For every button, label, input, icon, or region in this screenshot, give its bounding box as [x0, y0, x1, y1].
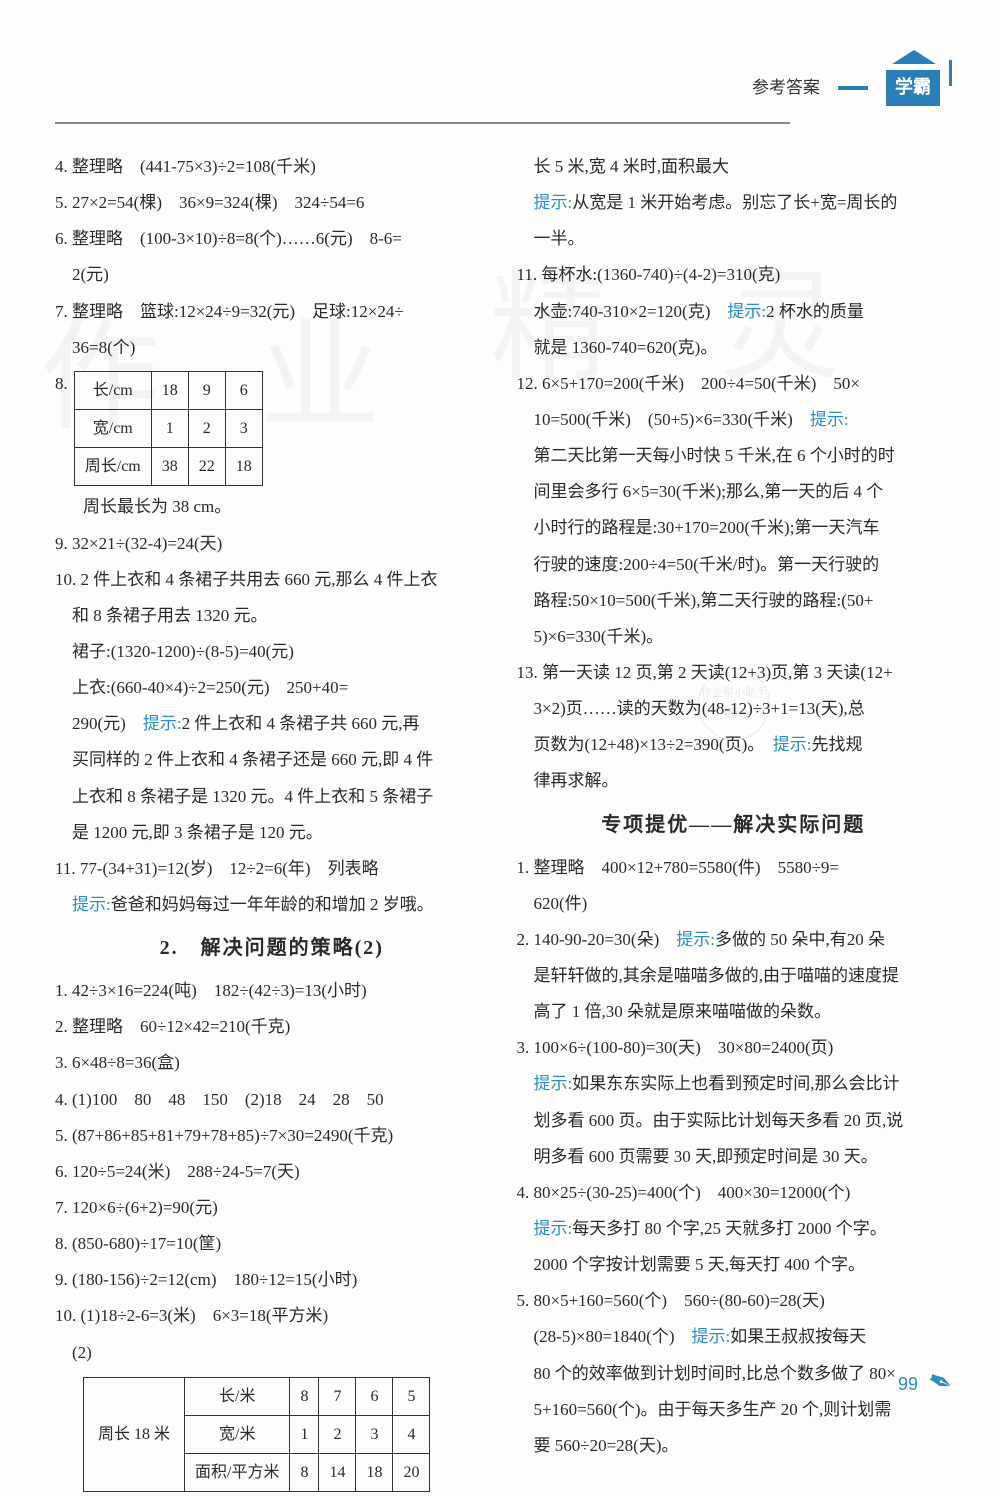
table-8: 长/cm 18 9 6 宽/cm 1 2 3 周长/cm 38 22 18	[74, 371, 263, 487]
answer-line: 提示:每天多打 80 个字,25 天就多打 2000 个字。	[517, 1212, 951, 1245]
answer-line: 要 560÷20=28(天)。	[517, 1429, 951, 1462]
tassel-icon	[949, 60, 952, 86]
section-title: 专项提优——解决实际问题	[517, 806, 951, 845]
table-row: 长/cm 18 9 6	[74, 371, 262, 409]
hint-label: 提示:	[534, 1074, 573, 1093]
answer-line: 是轩轩做的,其余是喵喵多做的,由于喵喵的速度提	[517, 959, 951, 992]
answer-line: 是 1200 元,即 3 条裙子是 120 元。	[55, 816, 489, 849]
hint-label: 提示:	[534, 1219, 573, 1238]
left-column: 4. 整理略 (441-75×3)÷2=108(千米) 5. 27×2=54(棵…	[55, 150, 489, 1496]
answer-line: 10. (1)18÷2-6=3(米) 6×3=18(平方米)	[55, 1299, 489, 1332]
answer-line: 7. 整理略 篮球:12×24÷9=32(元) 足球:12×24÷	[55, 295, 489, 328]
hint-label: 提示:	[72, 895, 111, 914]
answer-line: 5. (87+86+85+81+79+78+85)÷7×30=2490(千克)	[55, 1119, 489, 1152]
answer-line: 620(件)	[517, 887, 951, 920]
answer-line: 13. 第一天读 12 页,第 2 天读(12+3)页,第 3 天读(12+	[517, 656, 951, 689]
answer-line: 5+160=560(个)。由于每天多生产 20 个,则计划需	[517, 1393, 951, 1426]
answer-line: 买同样的 2 件上衣和 4 条裙子还是 660 元,即 4 件	[55, 743, 489, 776]
hint-label: 提示:	[691, 1327, 730, 1346]
answer-line: 2. 整理略 60÷12×42=210(千克)	[55, 1010, 489, 1043]
answer-line: 7. 120×6÷(6+2)=90(元)	[55, 1191, 489, 1224]
answer-line: 9. (180-156)÷2=12(cm) 180÷12=15(小时)	[55, 1263, 489, 1296]
answer-line: 5. 27×2=54(棵) 36×9=324(棵) 324÷54=6	[55, 186, 489, 219]
answer-line: 行驶的速度:200÷4=50(千米/时)。第一天行驶的	[517, 548, 951, 581]
hint-label: 提示:	[727, 302, 766, 321]
table-row: 宽/cm 1 2 3	[74, 410, 262, 448]
answer-line: 长 5 米,宽 4 米时,面积最大	[517, 150, 951, 183]
answer-line: 和 8 条裙子用去 1320 元。	[55, 599, 489, 632]
content-columns: 4. 整理略 (441-75×3)÷2=108(千米) 5. 27×2=54(棵…	[55, 150, 950, 1496]
answer-line: 律再求解。	[517, 764, 951, 797]
answer-line: 12. 6×5+170=200(千米) 200÷4=50(千米) 50×	[517, 367, 951, 400]
answer-line: 小时行的路程是:30+170=200(千米);第一天汽车	[517, 511, 951, 544]
answer-line: 提示:从宽是 1 米开始考虑。别忘了长+宽=周长的	[517, 186, 951, 219]
answer-line: 2000 个字按计划需要 5 天,每天打 400 个字。	[517, 1248, 951, 1281]
answer-line: 1. 42÷3×16=224(吨) 182÷(42÷3)=13(小时)	[55, 974, 489, 1007]
answer-line: 间里会多行 6×5=30(千米);那么,第一天的后 4 个	[517, 475, 951, 508]
hint-label: 提示:	[773, 735, 812, 754]
answer-line: 上衣:(660-40×4)÷2=250(元) 250+40=	[55, 671, 489, 704]
answer-line: 10=500(千米) (50+5)×6=330(千米) 提示:	[517, 403, 951, 436]
answer-line: 3. 100×6÷(100-80)=30(天) 30×80=2400(页)	[517, 1031, 951, 1064]
table-10: 周长 18 米 长/米 8 7 6 5 宽/米 1 2 3 4 面积/平方米 8…	[83, 1377, 430, 1493]
answer-line: 上衣和 8 条裙子是 1320 元。4 件上衣和 5 条裙子	[55, 780, 489, 813]
answer-line: (28-5)×80=1840(个) 提示:如果王叔叔按每天	[517, 1320, 951, 1353]
answer-line: 水壶:740-310×2=120(克) 提示:2 杯水的质量	[517, 295, 951, 328]
answer-line: 290(元) 提示:2 件上衣和 4 条裙子共 660 元,再	[55, 707, 489, 740]
hint-label: 提示:	[143, 714, 182, 733]
answer-line: 第二天比第一天每小时快 5 千米,在 6 个小时的时	[517, 439, 951, 472]
answer-line: 4. (1)100 80 48 150 (2)18 24 28 50	[55, 1083, 489, 1116]
answer-line: 11. 每杯水:(1360-740)÷(4-2)=310(克)	[517, 258, 951, 291]
table-caption: 周长最长为 38 cm。	[55, 490, 489, 523]
page-header: 参考答案 学霸	[752, 70, 940, 106]
answer-line: 提示:爸爸和妈妈每过一年年龄的和增加 2 岁哦。	[55, 888, 489, 921]
answer-line: 6. 整理略 (100-3×10)÷8=8(个)……6(元) 8-6=	[55, 222, 489, 255]
answer-line: 4. 整理略 (441-75×3)÷2=108(千米)	[55, 150, 489, 183]
answer-line: 页数为(12+48)×13÷2=390(页)。 提示:先找规	[517, 728, 951, 761]
hint-label: 提示:	[534, 193, 573, 212]
answer-line: 2(元)	[55, 258, 489, 291]
answer-line: 2. 140-90-20=30(朵) 提示:多做的 50 朵中,有20 朵	[517, 923, 951, 956]
answer-line: 1. 整理略 400×12+780=5580(件) 5580÷9=	[517, 851, 951, 884]
logo: 学霸	[886, 70, 940, 106]
logo-text: 学霸	[895, 70, 931, 105]
header-dash	[838, 86, 868, 90]
answer-line: 6. 120÷5=24(米) 288÷24-5=7(天)	[55, 1155, 489, 1188]
answer-line: 4. 80×25÷(30-25)=400(个) 400×30=12000(个)	[517, 1176, 951, 1209]
hint-label: 提示:	[810, 410, 849, 429]
answer-line: 5)×6=330(千米)。	[517, 620, 951, 653]
table-row: 周长/cm 38 22 18	[74, 448, 262, 486]
answer-line: 3×2)页……读的天数为(48-12)÷3+1=13(天),总	[517, 692, 951, 725]
answer-line: 3. 6×48÷8=36(盒)	[55, 1046, 489, 1079]
answer-line: 36=8(个)	[55, 331, 489, 364]
answer-line: (2)	[55, 1336, 489, 1369]
answer-line: 高了 1 倍,30 朵就是原来喵喵做的朵数。	[517, 995, 951, 1028]
page-number: 99	[898, 1367, 918, 1402]
header-label: 参考答案	[752, 71, 820, 104]
answer-line: 就是 1360-740=620(克)。	[517, 331, 951, 364]
grad-cap-icon	[892, 50, 936, 64]
answer-line: 明多看 600 页需要 30 天,即预定时间是 30 天。	[517, 1140, 951, 1173]
item-number: 8.	[55, 367, 68, 400]
answer-line: 8. (850-680)÷17=10(筐)	[55, 1227, 489, 1260]
answer-line: 一半。	[517, 222, 951, 255]
answer-line: 11. 77-(34+31)=12(岁) 12÷2=6(年) 列表略	[55, 852, 489, 885]
answer-line: 5. 80×5+160=560(个) 560÷(80-60)=28(天)	[517, 1284, 951, 1317]
answer-line: 10. 2 件上衣和 4 条裙子共用去 660 元,那么 4 件上衣	[55, 563, 489, 596]
answer-line: 裙子:(1320-1200)÷(8-5)=40(元)	[55, 635, 489, 668]
answer-line: 提示:如果东东实际上也看到预定时间,那么会比计	[517, 1067, 951, 1100]
header-rule	[55, 122, 790, 124]
section-title: 2. 解决问题的策略(2)	[55, 929, 489, 968]
table-row: 周长 18 米 长/米 8 7 6 5	[84, 1377, 430, 1415]
right-column: 长 5 米,宽 4 米时,面积最大 提示:从宽是 1 米开始考虑。别忘了长+宽=…	[517, 150, 951, 1496]
answer-line: 路程:50×10=500(千米),第二天行驶的路程:(50+	[517, 584, 951, 617]
hint-label: 提示:	[676, 930, 715, 949]
answer-line: 80 个的效率做到计划时间时,比总个数多做了 80×	[517, 1357, 951, 1390]
answer-line: 9. 32×21÷(32-4)=24(天)	[55, 527, 489, 560]
answer-line: 划多看 600 页。由于实际比计划每天多看 20 页,说	[517, 1104, 951, 1137]
